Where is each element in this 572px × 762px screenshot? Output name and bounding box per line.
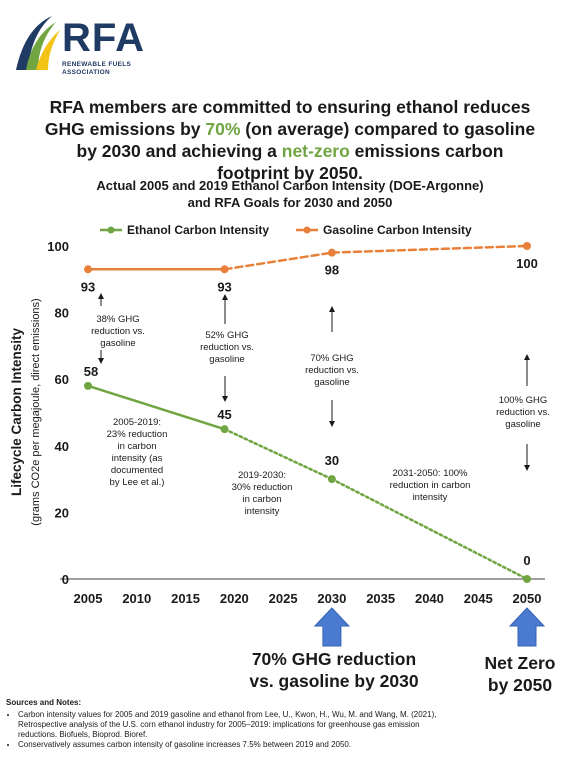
- series-segment-gasoline: [223, 251, 334, 271]
- data-point-gasoline: [523, 242, 531, 250]
- y-tick-label: 100: [47, 239, 69, 254]
- callout-2030: 70% GHG reduction vs. gasoline by 2030: [222, 648, 446, 692]
- logo-wordmark: RFA: [62, 16, 145, 60]
- annotation-period-2019-2030: intensity: [245, 506, 280, 517]
- headline: RFA members are committed to ensuring et…: [40, 96, 540, 184]
- data-point-ethanol: [84, 381, 92, 390]
- annotation-reduction-2030: reduction vs.: [305, 365, 359, 376]
- y-axis-subtitle: (grams CO2e per megajoule, direct emissi…: [30, 298, 42, 525]
- series-segment-ethanol: [330, 477, 529, 581]
- annotation-period-2019-2030: 30% reduction: [232, 482, 293, 493]
- legend-swatch-marker: [303, 226, 311, 234]
- x-tick-label: 2035: [366, 591, 395, 606]
- data-label-ethanol: 30: [325, 453, 339, 468]
- x-tick-label: 2030: [317, 591, 346, 606]
- annotation-reduction-2005: reduction vs.: [91, 326, 145, 337]
- logo-subtitle-line1: RENEWABLE FUELS: [62, 61, 132, 68]
- headline-part3: emissions carbon footprint by 2050.: [217, 141, 504, 183]
- chart-title-line1: Actual 2005 and 2019 Ethanol Carbon Inte…: [96, 178, 484, 193]
- legend-swatch-marker: [107, 226, 115, 234]
- data-point-ethanol: [327, 475, 336, 484]
- y-axis-title: Lifecycle Carbon Intensity: [9, 327, 24, 496]
- x-tick-label: 2010: [122, 591, 151, 606]
- logo-swoosh-icon: [16, 16, 60, 70]
- series-segment-ethanol: [86, 384, 226, 431]
- annotation-period-2005-2019: by Lee et al.): [110, 477, 165, 488]
- notes-list: Carbon intensity values for 2005 and 201…: [6, 710, 446, 750]
- data-label-gasoline: 100: [516, 256, 538, 271]
- callout-2050-line2: by 2050: [487, 675, 553, 695]
- series-segment-gasoline: [330, 244, 529, 254]
- x-tick-label: 2020: [220, 591, 249, 606]
- y-tick-label: 0: [62, 572, 69, 587]
- annotation-period-2031-2050: reduction in carbon: [390, 480, 471, 491]
- callout-2030-line2: vs. gasoline by 2030: [249, 671, 419, 691]
- y-tick-label: 80: [55, 306, 69, 321]
- headline-part2: (on average) compared to gasoline by 203…: [76, 119, 536, 161]
- notes-item: Carbon intensity values for 2005 and 201…: [18, 710, 446, 740]
- annotation-period-2031-2050: 2031-2050: 100%: [392, 468, 468, 479]
- data-point-ethanol: [523, 575, 531, 583]
- y-tick-label: 40: [55, 439, 69, 454]
- annotation-reduction-2005: 38% GHG: [96, 314, 139, 325]
- headline-part1: RFA members are committed to ensuring et…: [44, 97, 531, 139]
- data-label-gasoline: 93: [81, 279, 95, 294]
- data-label-ethanol: 0: [523, 553, 530, 568]
- annotation-period-2005-2019: 23% reduction: [107, 429, 168, 440]
- data-point-gasoline: [84, 265, 92, 274]
- annotation-reduction-2005: gasoline: [100, 338, 135, 349]
- annotation-reduction-2030: 70% GHG: [310, 353, 353, 364]
- annotation-reduction-2019: 52% GHG: [205, 330, 248, 341]
- notes-heading: Sources and Notes:: [6, 698, 82, 707]
- logo-subtitle-line2: ASSOCIATION: [62, 69, 110, 76]
- headline-highlight-netzero: net-zero: [281, 141, 350, 161]
- annotation-reduction-2019: gasoline: [209, 354, 244, 365]
- chart-title: Actual 2005 and 2019 Ethanol Carbon Inte…: [40, 177, 540, 211]
- legend-label: Ethanol Carbon Intensity: [127, 223, 269, 237]
- chart-title-line2: and RFA Goals for 2030 and 2050: [187, 195, 393, 210]
- x-tick-label: 2040: [415, 591, 444, 606]
- y-tick-label: 20: [55, 505, 69, 520]
- callout-2050-line1: Net Zero: [484, 653, 556, 673]
- annotation-period-2005-2019: intensity (as: [112, 453, 163, 464]
- annotation-reduction-2050: reduction vs.: [496, 407, 550, 418]
- annotation-reduction-2050: gasoline: [505, 419, 540, 430]
- annotation-period-2005-2019: in carbon: [117, 441, 156, 452]
- notes-item: Conservatively assumes carbon intensity …: [18, 740, 446, 750]
- annotation-period-2019-2030: 2019-2030:: [238, 470, 286, 481]
- annotation-reduction-2050: 100% GHG: [499, 395, 548, 406]
- callout-arrow-2030-icon: [313, 607, 351, 647]
- data-point-gasoline: [327, 248, 336, 257]
- callout-arrow-2050-icon: [508, 607, 546, 647]
- data-point-ethanol: [220, 425, 229, 434]
- data-label-ethanol: 58: [84, 364, 98, 379]
- data-label-gasoline: 98: [325, 263, 339, 278]
- annotation-reduction-2030: gasoline: [314, 377, 349, 388]
- x-tick-label: 2045: [464, 591, 493, 606]
- data-point-gasoline: [220, 265, 229, 274]
- data-label-gasoline: 93: [217, 279, 231, 294]
- callout-2050: Net Zero by 2050: [470, 652, 570, 696]
- headline-highlight-70: 70%: [205, 119, 241, 139]
- x-tick-label: 2050: [513, 591, 542, 606]
- y-tick-label: 60: [55, 372, 69, 387]
- annotation-period-2019-2030: in carbon: [242, 494, 281, 505]
- x-tick-label: 2005: [74, 591, 103, 606]
- sources-and-notes: Sources and Notes: Carbon intensity valu…: [6, 698, 446, 750]
- x-tick-label: 2015: [171, 591, 200, 606]
- rfa-logo: RFA RENEWABLE FUELS ASSOCIATION: [12, 12, 172, 82]
- callout-2030-line1: 70% GHG reduction: [251, 649, 417, 669]
- annotation-period-2005-2019: documented: [111, 465, 163, 476]
- annotation-period-2005-2019: 2005-2019:: [113, 417, 161, 428]
- legend-label: Gasoline Carbon Intensity: [323, 223, 472, 237]
- x-tick-label: 2025: [269, 591, 298, 606]
- annotation-reduction-2019: reduction vs.: [200, 342, 254, 353]
- data-label-ethanol: 45: [217, 407, 231, 422]
- annotation-period-2031-2050: intensity: [413, 492, 448, 503]
- series-segment-ethanol: [223, 427, 334, 481]
